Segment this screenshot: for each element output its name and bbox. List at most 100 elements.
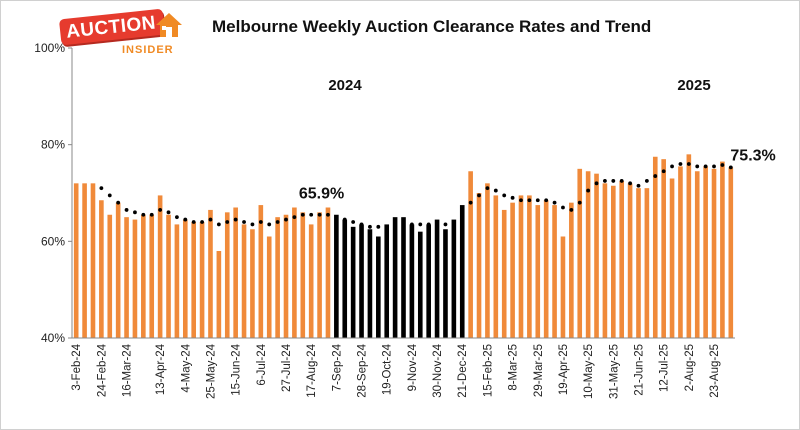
trend-point: [703, 164, 708, 169]
bar: [166, 214, 171, 338]
x-tick-label: 7-Sep-24: [331, 343, 343, 391]
trend-point: [678, 162, 683, 166]
x-tick-label: 21-Jun-25: [633, 344, 645, 396]
bar: [292, 207, 297, 338]
bar: [384, 224, 390, 338]
bar: [493, 195, 499, 338]
bar: [728, 167, 734, 338]
year-label: 2024: [328, 77, 362, 94]
bar: [359, 224, 364, 338]
bar: [115, 202, 121, 338]
x-tick-label: 28-Sep-24: [357, 343, 369, 397]
trend-point: [158, 208, 163, 212]
trend-point: [510, 195, 515, 200]
bar: [401, 217, 406, 338]
x-tick-label: 15-Jun-24: [231, 343, 243, 395]
x-tick-label: 27-Jul-24: [281, 343, 293, 392]
trend-point: [401, 222, 406, 227]
trend-point: [351, 220, 356, 224]
bar: [443, 229, 448, 338]
bar: [602, 183, 608, 338]
bar: [451, 219, 457, 338]
bar: [141, 214, 146, 338]
trend-point: [175, 215, 179, 220]
bar: [644, 188, 650, 338]
trend-point: [334, 215, 339, 220]
bar: [149, 214, 155, 338]
trend-point: [166, 210, 171, 215]
y-tick-label: 40%: [41, 331, 65, 345]
trend-point: [284, 217, 288, 222]
x-tick-label: 25-May-24: [205, 343, 217, 399]
trend-point: [368, 224, 372, 229]
bar: [392, 217, 398, 338]
trend-point: [686, 162, 691, 166]
bar: [661, 159, 666, 338]
trend-point: [535, 198, 540, 203]
trend-point: [200, 220, 204, 224]
x-tick-label: 6-Jul-24: [256, 343, 268, 385]
x-tick-label: 3-Feb-24: [71, 343, 83, 390]
bar: [216, 251, 222, 338]
trend-point: [712, 164, 716, 169]
trend-point: [619, 179, 624, 183]
bar: [501, 209, 507, 338]
trend-point: [670, 164, 674, 169]
trend-point: [292, 215, 297, 220]
bar: [619, 180, 625, 338]
trend-point: [577, 200, 582, 205]
trend-point: [569, 208, 574, 212]
bar: [191, 222, 196, 338]
trend-point: [133, 210, 137, 215]
trend-point: [586, 188, 591, 193]
bar: [132, 219, 138, 338]
bar: [476, 193, 482, 338]
trend-point: [502, 193, 507, 198]
trend-point: [225, 220, 230, 224]
trend-point: [107, 193, 112, 198]
bar: [174, 224, 180, 338]
bar: [535, 205, 541, 338]
trend-point: [342, 217, 347, 222]
bar: [342, 219, 348, 338]
bar: [317, 212, 322, 338]
x-tick-label: 21-Dec-24: [457, 343, 469, 397]
x-tick-label: 19-Oct-24: [382, 343, 394, 395]
bar: [275, 217, 280, 338]
x-tick-label: 4-May-24: [180, 343, 192, 392]
bar: [409, 224, 415, 338]
bar: [552, 205, 557, 338]
trend-point: [275, 220, 280, 224]
bar: [325, 207, 331, 338]
x-tick-label: 9-Nov-24: [407, 343, 419, 391]
trend-point: [216, 222, 221, 227]
auction-insider-logo: AUCTION INSIDER: [58, 8, 198, 56]
trend-point: [561, 205, 565, 210]
trend-point: [628, 181, 632, 186]
trend-point: [661, 169, 666, 174]
data-annotation: 75.3%: [730, 148, 775, 165]
trend-point: [485, 186, 490, 191]
bar: [669, 178, 675, 338]
bar: [627, 183, 633, 338]
trend-point: [636, 183, 641, 188]
trend-point: [141, 212, 146, 217]
bar: [208, 209, 213, 338]
trend-point: [116, 200, 121, 205]
x-tick-label: 24-Feb-24: [96, 343, 108, 397]
trend-point: [451, 220, 456, 224]
bar: [652, 156, 658, 338]
trend-point: [149, 212, 154, 217]
trend-point: [326, 212, 330, 217]
trend-point: [359, 222, 364, 227]
trend-point: [594, 181, 599, 186]
trend-point: [376, 224, 381, 229]
trend-point: [544, 198, 549, 203]
x-tick-label: 2-Aug-25: [684, 344, 696, 391]
trend-point: [258, 220, 263, 224]
bar: [485, 183, 490, 338]
y-tick-label: 100%: [34, 41, 65, 55]
bar: [686, 154, 692, 338]
bar: [611, 185, 616, 338]
x-tick-label: 30-Nov-24: [432, 343, 444, 397]
